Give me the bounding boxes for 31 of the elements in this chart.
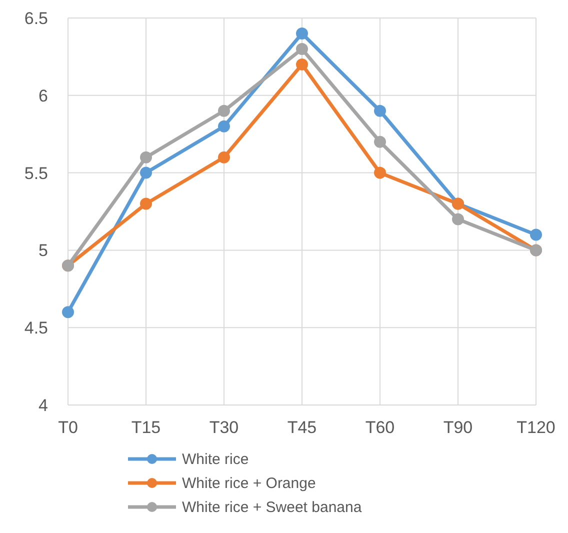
- point: [296, 42, 308, 55]
- point: [218, 104, 230, 117]
- point: [452, 213, 464, 226]
- x-tick-label: T60: [365, 418, 395, 438]
- x-tick-label: T45: [287, 418, 317, 438]
- point: [296, 58, 308, 70]
- point: [374, 104, 386, 117]
- point: [140, 198, 152, 210]
- y-tick-label: 4.5: [24, 318, 48, 338]
- y-tick-label: 5.5: [24, 164, 48, 183]
- point: [296, 27, 308, 40]
- legend-label: White rice + Sweet banana: [182, 498, 362, 516]
- x-tick-label: T120: [516, 418, 556, 438]
- point: [374, 136, 386, 148]
- y-tick-label: 6: [38, 86, 48, 106]
- y-tick-label: 4: [38, 396, 48, 416]
- point: [140, 166, 152, 179]
- y-tick-label: 6.5: [24, 9, 48, 28]
- point: [140, 151, 152, 164]
- point: [374, 166, 386, 179]
- x-tick-label: T90: [443, 418, 473, 438]
- point: [218, 151, 230, 164]
- legend-label: White rice: [182, 450, 249, 468]
- y-tick-label: 5: [38, 241, 48, 260]
- point: [218, 120, 230, 132]
- legend-label: White rice + Orange: [182, 474, 316, 492]
- x-tick-label: T30: [209, 418, 239, 438]
- point: [62, 306, 74, 318]
- point: [530, 228, 542, 241]
- x-tick-label: T15: [131, 418, 161, 438]
- x-tick-label: T0: [58, 418, 78, 438]
